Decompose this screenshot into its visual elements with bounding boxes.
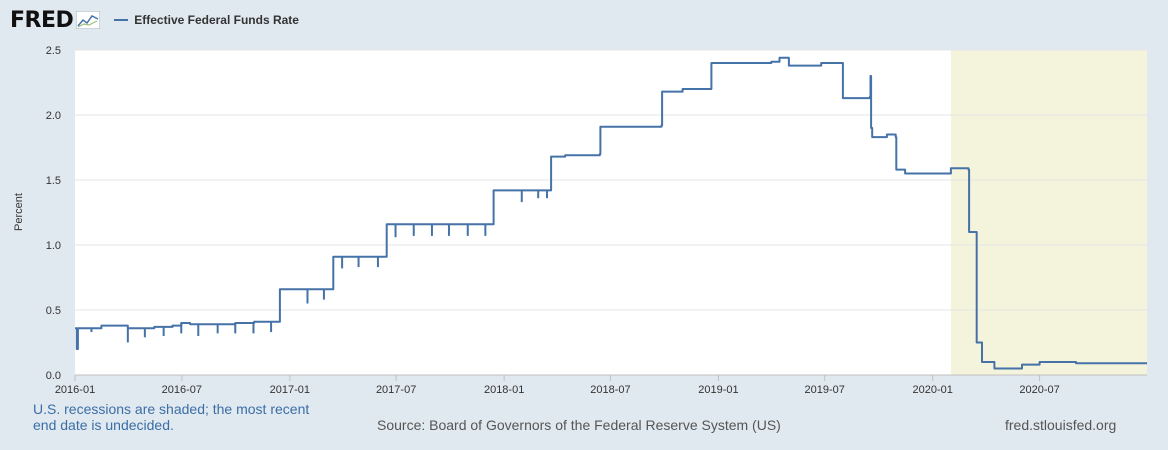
gridlines <box>75 49 1147 311</box>
site-link[interactable]: fred.stlouisfed.org <box>1005 417 1117 433</box>
legend: Effective Federal Funds Rate <box>114 13 299 27</box>
series-line <box>75 56 1147 370</box>
source-text: Source: Board of Governors of the Federa… <box>377 417 781 433</box>
legend-swatch <box>114 19 129 21</box>
chart-header: FRED Effective Federal Funds Rate <box>10 6 299 34</box>
recession-shade <box>950 50 1147 375</box>
y-tick-label: 0.0 <box>46 370 61 382</box>
x-tick-label: 2020-01 <box>913 384 953 396</box>
x-tick-label: 2019-01 <box>698 384 738 396</box>
axes: 0.0 0.5 1.0 1.5 2.0 2.5 2016-01 2016-07 2017-01 2… <box>46 45 1147 396</box>
y-axis-title: Percent <box>13 193 25 231</box>
series-layer <box>75 56 1147 370</box>
x-tick-label: 2017-01 <box>270 384 310 396</box>
y-tick-label: 2.5 <box>46 45 61 57</box>
y-tick-label: 1.5 <box>46 175 61 187</box>
recession-note: U.S. recessions are shaded; the most rec… <box>33 401 310 433</box>
x-tick-label: 2019-07 <box>805 384 845 396</box>
y-tick-label: 0.5 <box>46 305 61 317</box>
x-tick-label: 2017-07 <box>376 384 416 396</box>
x-tick-label: 2016-01 <box>55 384 95 396</box>
x-tick-label: 2018-01 <box>484 384 524 396</box>
y-tick-label: 1.0 <box>46 240 61 252</box>
fred-logo-text: FRED <box>10 7 74 33</box>
chart-line-icon <box>76 11 101 29</box>
x-tick-label: 2016-07 <box>162 384 202 396</box>
recession-layer <box>950 50 1147 375</box>
x-tick-label: 2020-07 <box>1019 384 1059 396</box>
y-tick-label: 2.0 <box>46 110 61 122</box>
legend-label: Effective Federal Funds Rate <box>134 13 299 27</box>
fred-logo[interactable]: FRED <box>10 7 101 33</box>
x-tick-label: 2018-07 <box>590 384 630 396</box>
